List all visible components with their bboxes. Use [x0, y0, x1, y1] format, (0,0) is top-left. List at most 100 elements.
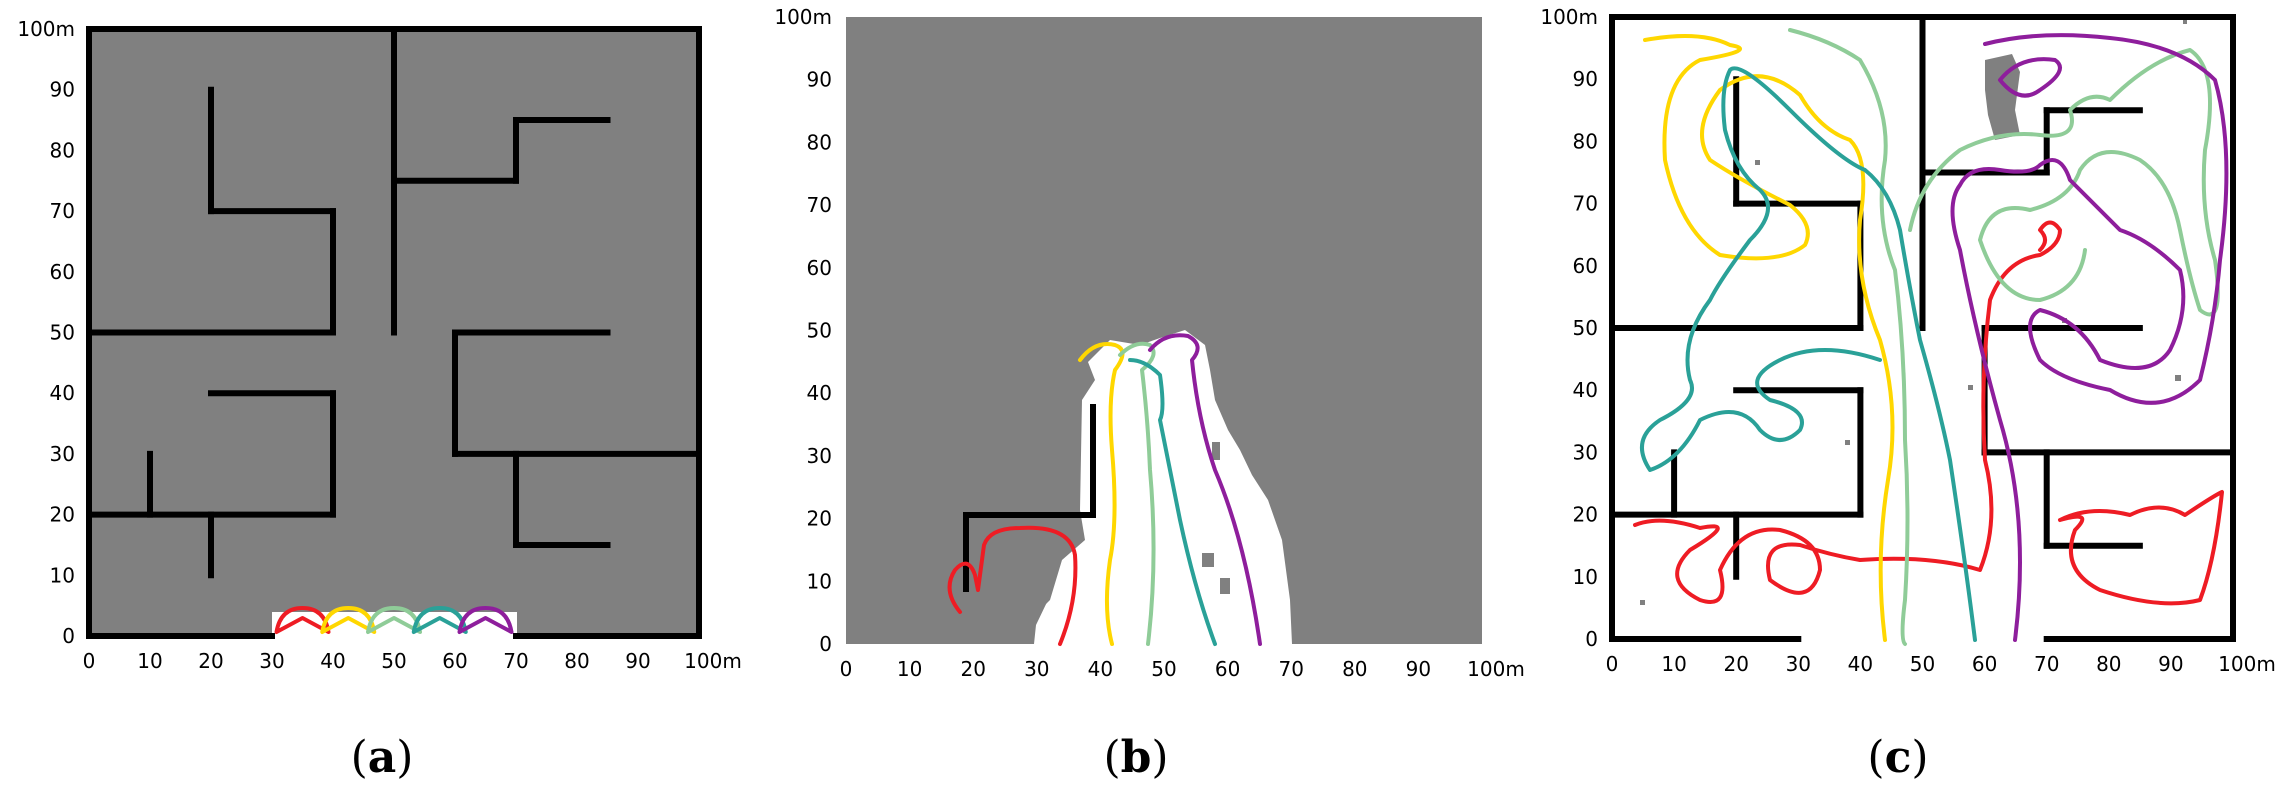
x-tick-label: 90: [1406, 657, 1431, 681]
x-tick-label: 30: [1786, 652, 1811, 676]
x-tick-label: 80: [1342, 657, 1367, 681]
x-tick-label: 40: [1848, 652, 1873, 676]
y-tick-label: 90: [807, 68, 832, 92]
panel-c-robot-trajectories: [1633, 28, 2229, 646]
y-tick-label: 10: [50, 563, 75, 587]
x-tick-label: 90: [625, 649, 650, 673]
x-tick-label: 100m: [2218, 652, 2276, 676]
x-tick-label: 50: [381, 649, 406, 673]
y-tick-label: 100m: [1540, 5, 1598, 29]
y-tick-label: 30: [50, 442, 75, 466]
panel-c-y-ticks: 0 10 20 30 40 50 60 70 80 90 100m: [1540, 5, 1598, 651]
y-tick-label: 30: [807, 444, 832, 468]
x-tick-label: 20: [960, 657, 985, 681]
x-tick-label: 80: [2096, 652, 2121, 676]
y-tick-label: 10: [1573, 565, 1598, 589]
x-tick-label: 40: [320, 649, 345, 673]
panel-b-unexplored-pocket: [985, 538, 1055, 644]
panel-b: 0 10 20 30 40 50 60 70 80 90 100m 0 10 20 30 40 50 60 70 8…: [774, 5, 1524, 681]
x-tick-label: 30: [259, 649, 284, 673]
panel-a-y-ticks: 0 10 20 30 40 50 60 70 80 90 100m: [17, 17, 75, 648]
y-tick-label: 80: [807, 130, 832, 154]
x-tick-label: 10: [897, 657, 922, 681]
panel-c-path-purple: [1950, 33, 2229, 642]
y-tick-label: 0: [819, 632, 832, 656]
x-tick-label: 30: [1024, 657, 1049, 681]
panel-b-x-ticks: 0 10 20 30 40 50 60 70 80 90 100m: [840, 657, 1525, 681]
x-tick-label: 20: [198, 649, 223, 673]
y-tick-label: 40: [1573, 378, 1598, 402]
x-tick-label: 70: [1278, 657, 1303, 681]
x-tick-label: 10: [137, 649, 162, 673]
panel-b-y-ticks: 0 10 20 30 40 50 60 70 80 90 100m: [774, 5, 832, 656]
panel-c-path-teal: [1640, 66, 1977, 642]
panel-c-path-red: [1633, 220, 2224, 606]
panel-b-path-purple: [1148, 333, 1262, 646]
y-tick-label: 10: [807, 569, 832, 593]
y-tick-label: 40: [807, 381, 832, 405]
panel-c: 0 10 20 30 40 50 60 70 80 90 100m 0 10 20 30 40 50 60 70 8…: [1540, 5, 2275, 676]
panel-a-robot-sensor-ranges: [274, 606, 514, 634]
x-tick-label: 60: [442, 649, 467, 673]
panel-b-path-yellow: [1078, 342, 1125, 646]
panel-a-start-strip: [272, 612, 517, 636]
x-tick-label: 60: [1215, 657, 1240, 681]
y-tick-label: 70: [807, 193, 832, 217]
y-tick-label: 90: [50, 78, 75, 102]
y-tick-label: 100m: [17, 17, 75, 41]
robot-sensor-fan: [457, 606, 514, 634]
x-tick-label: 70: [503, 649, 528, 673]
x-tick-label: 100m: [1467, 657, 1525, 681]
x-tick-label: 0: [83, 649, 96, 673]
y-tick-label: 70: [1573, 192, 1598, 216]
caption-b: (b): [1103, 732, 1168, 783]
y-tick-label: 30: [1573, 440, 1598, 464]
y-tick-label: 20: [50, 503, 75, 527]
x-tick-label: 100m: [684, 649, 742, 673]
y-tick-label: 0: [1585, 627, 1598, 651]
y-tick-label: 80: [1573, 129, 1598, 153]
panel-b-discovered-walls: [963, 404, 1096, 592]
panel-a-x-ticks: 0 10 20 30 40 50 60 70 80 90 100m: [83, 649, 742, 673]
y-tick-label: 50: [50, 321, 75, 345]
x-tick-label: 0: [840, 657, 853, 681]
x-tick-label: 70: [2034, 652, 2059, 676]
y-tick-label: 90: [1573, 67, 1598, 91]
caption-c: (c): [1867, 732, 1928, 783]
y-tick-label: 60: [1573, 254, 1598, 278]
panel-c-discovered-walls: [1609, 14, 2236, 642]
x-tick-label: 60: [1972, 652, 1997, 676]
panel-c-path-green: [1788, 28, 2220, 646]
y-tick-label: 80: [50, 138, 75, 162]
panel-c-unexplored-pocket: [1985, 54, 2020, 140]
panel-b-path-red: [947, 525, 1078, 646]
y-tick-label: 0: [62, 624, 75, 648]
y-tick-label: 60: [50, 260, 75, 284]
y-tick-label: 50: [807, 319, 832, 343]
panel-c-path-yellow: [1643, 34, 1895, 642]
panel-b-scan-holes: [1202, 442, 1230, 594]
x-tick-label: 40: [1088, 657, 1113, 681]
y-tick-label: 70: [50, 199, 75, 223]
y-tick-label: 60: [807, 256, 832, 280]
x-tick-label: 50: [1910, 652, 1935, 676]
x-tick-label: 80: [564, 649, 589, 673]
y-tick-label: 50: [1573, 316, 1598, 340]
x-tick-label: 10: [1661, 652, 1686, 676]
panel-c-x-ticks: 0 10 20 30 40 50 60 70 80 90 100m: [1606, 652, 2276, 676]
panel-b-robot-trajectories: [947, 333, 1262, 646]
x-tick-label: 0: [1606, 652, 1619, 676]
panel-b-path-teal: [1128, 358, 1217, 646]
x-tick-label: 90: [2158, 652, 2183, 676]
y-tick-label: 100m: [774, 5, 832, 29]
x-tick-label: 20: [1723, 652, 1748, 676]
y-tick-label: 20: [807, 507, 832, 531]
y-tick-label: 20: [1573, 503, 1598, 527]
x-tick-label: 50: [1151, 657, 1176, 681]
panel-a: 0 10 20 30 40 50 60 70 80 90 100m 0 10 20 30 40 50 60 70 8…: [17, 17, 741, 673]
y-tick-label: 40: [50, 381, 75, 405]
panel-b-path-green: [1118, 341, 1156, 646]
caption-a: (a): [351, 732, 414, 783]
panel-a-maze-walls: [86, 26, 702, 639]
